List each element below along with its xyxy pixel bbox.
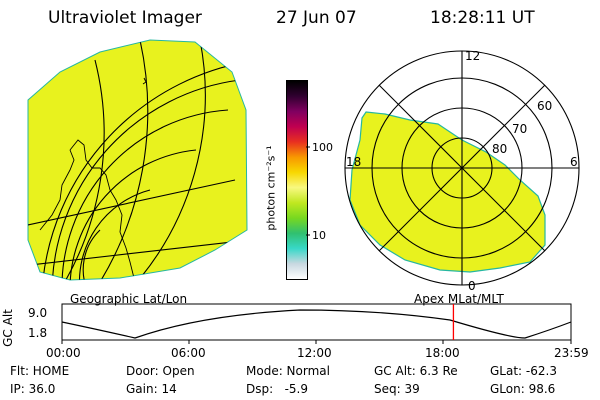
altitude-plot-frame <box>61 303 572 341</box>
xtick-1800: 18:00 <box>425 346 460 360</box>
mlt-18-label: 18 <box>346 155 361 169</box>
time-label: 18:28:11 UT <box>430 8 535 28</box>
info-gc-alt: GC Alt: 6.3 Re <box>374 364 458 378</box>
xtick-2359: 23:59 <box>554 346 589 360</box>
info-seq: Seq: 39 <box>374 382 420 396</box>
info-glat: GLat: -62.3 <box>490 364 557 378</box>
geo-panel-label: Geographic Lat/Lon <box>70 292 188 306</box>
altitude-ytick-low: 1.8 <box>28 326 48 340</box>
altitude-curve <box>61 309 572 339</box>
polar-panel-label: Apex MLat/MLT <box>414 292 504 306</box>
xtick-1200: 12:00 <box>297 346 332 360</box>
info-glon: GLon: 98.6 <box>490 382 556 396</box>
colorbar-tick-10: 10 <box>312 229 326 242</box>
info-door: Door: Open <box>126 364 195 378</box>
mlat-70-label: 70 <box>512 122 527 136</box>
colorbar <box>286 80 308 280</box>
app-title: Ultraviolet Imager <box>48 8 202 28</box>
coastline <box>39 77 147 279</box>
xtick-0000: 00:00 <box>46 346 81 360</box>
date-label: 27 Jun 07 <box>276 8 357 28</box>
aurora-emission-geo <box>27 39 248 281</box>
mlt-0-label: 0 <box>468 279 476 293</box>
polar-grid <box>344 50 580 286</box>
xtick-0600: 06:00 <box>171 346 206 360</box>
geo-grid <box>28 40 247 280</box>
colorbar-tick-100: 100 <box>312 141 333 154</box>
info-mode: Mode: Normal <box>246 364 330 378</box>
altitude-ytick-high: 9.0 <box>28 306 48 320</box>
info-dsp: Dsp: -5.9 <box>246 382 309 396</box>
mlt-12-label: 12 <box>465 49 480 63</box>
info-gain: Gain: 14 <box>126 382 177 396</box>
altitude-xticks <box>61 340 572 344</box>
mlt-6-label: 6 <box>570 155 578 169</box>
info-ip: IP: 36.0 <box>10 382 56 396</box>
mlat-60-label: 60 <box>537 99 552 113</box>
info-flight: Flt: HOME <box>10 364 70 378</box>
mlat-80-label: 80 <box>492 142 507 156</box>
